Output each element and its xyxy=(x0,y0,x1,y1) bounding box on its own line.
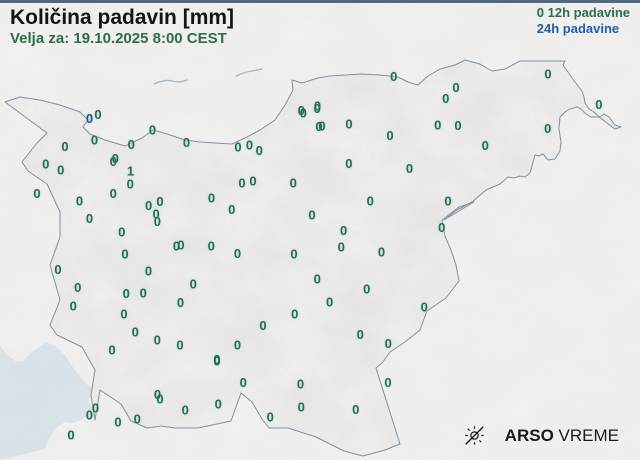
svg-text:0: 0 xyxy=(182,403,189,418)
svg-text:0: 0 xyxy=(340,223,347,238)
svg-text:0: 0 xyxy=(208,190,215,205)
svg-text:0: 0 xyxy=(127,177,134,192)
svg-text:0: 0 xyxy=(297,377,304,392)
svg-text:0: 0 xyxy=(176,338,183,353)
svg-text:0: 0 xyxy=(134,412,141,427)
svg-text:0: 0 xyxy=(177,295,184,310)
svg-text:0: 0 xyxy=(86,407,93,422)
svg-text:0: 0 xyxy=(86,211,93,226)
svg-text:0: 0 xyxy=(33,186,40,201)
svg-text:0: 0 xyxy=(234,338,241,353)
svg-text:0: 0 xyxy=(595,97,602,112)
svg-text:0: 0 xyxy=(70,298,77,313)
svg-text:0: 0 xyxy=(145,198,152,213)
svg-text:0: 0 xyxy=(378,245,385,260)
svg-text:0: 0 xyxy=(215,397,222,412)
svg-text:0: 0 xyxy=(434,117,441,132)
svg-text:0: 0 xyxy=(76,194,83,209)
svg-text:0: 0 xyxy=(298,400,305,415)
svg-text:0: 0 xyxy=(390,69,397,84)
svg-text:0: 0 xyxy=(326,295,333,310)
svg-text:0: 0 xyxy=(86,111,93,126)
svg-text:0: 0 xyxy=(318,118,325,133)
svg-text:0: 0 xyxy=(154,214,161,229)
svg-text:0: 0 xyxy=(438,220,445,235)
svg-text:0: 0 xyxy=(267,410,274,425)
svg-text:0: 0 xyxy=(352,402,359,417)
svg-text:0: 0 xyxy=(132,325,139,340)
svg-text:0: 0 xyxy=(385,336,392,351)
svg-text:0: 0 xyxy=(367,194,374,209)
svg-text:0: 0 xyxy=(544,121,551,136)
svg-text:0: 0 xyxy=(406,161,413,176)
svg-text:0: 0 xyxy=(290,247,297,262)
svg-text:0: 0 xyxy=(314,272,321,287)
svg-text:0: 0 xyxy=(357,327,364,342)
svg-text:0: 0 xyxy=(118,225,125,240)
svg-text:0: 0 xyxy=(120,307,127,322)
svg-text:0: 0 xyxy=(183,135,190,150)
svg-text:0: 0 xyxy=(228,202,235,217)
svg-text:0: 0 xyxy=(208,238,215,253)
svg-text:0: 0 xyxy=(57,163,64,178)
svg-text:0: 0 xyxy=(238,176,245,191)
svg-text:0: 0 xyxy=(123,286,130,301)
svg-text:0: 0 xyxy=(259,318,266,333)
svg-text:0: 0 xyxy=(177,238,184,253)
svg-text:0: 0 xyxy=(213,354,220,369)
svg-text:0: 0 xyxy=(234,246,241,261)
svg-text:0: 0 xyxy=(338,240,345,255)
svg-text:0: 0 xyxy=(190,277,197,292)
svg-text:0: 0 xyxy=(110,186,117,201)
svg-text:0: 0 xyxy=(121,247,128,262)
svg-text:0: 0 xyxy=(454,118,461,133)
svg-text:0: 0 xyxy=(67,428,74,443)
svg-text:0: 0 xyxy=(363,282,370,297)
svg-text:0: 0 xyxy=(156,391,163,406)
svg-text:0: 0 xyxy=(145,263,152,278)
svg-text:0: 0 xyxy=(256,143,263,158)
svg-text:0: 0 xyxy=(240,375,247,390)
svg-text:0: 0 xyxy=(108,343,115,358)
svg-text:0: 0 xyxy=(345,156,352,171)
svg-text:0: 0 xyxy=(234,140,241,155)
svg-text:0: 0 xyxy=(94,107,101,122)
svg-text:0: 0 xyxy=(314,99,321,114)
svg-text:0: 0 xyxy=(114,415,121,430)
svg-text:0: 0 xyxy=(54,262,61,277)
svg-text:0: 0 xyxy=(442,91,449,106)
svg-text:0: 0 xyxy=(452,80,459,95)
svg-text:0: 0 xyxy=(140,286,147,301)
svg-text:0: 0 xyxy=(128,137,135,152)
svg-text:0: 0 xyxy=(345,116,352,131)
svg-text:0: 0 xyxy=(290,176,297,191)
svg-text:0: 0 xyxy=(149,122,156,137)
svg-text:0: 0 xyxy=(298,103,305,118)
svg-text:0: 0 xyxy=(91,132,98,147)
svg-text:0: 0 xyxy=(61,139,68,154)
svg-text:0: 0 xyxy=(308,208,315,223)
svg-text:0: 0 xyxy=(444,193,451,208)
svg-text:0: 0 xyxy=(386,128,393,143)
svg-text:0: 0 xyxy=(384,375,391,390)
svg-text:0: 0 xyxy=(154,333,161,348)
svg-text:0: 0 xyxy=(110,154,117,169)
svg-text:0: 0 xyxy=(42,156,49,171)
svg-text:0: 0 xyxy=(246,138,253,153)
svg-text:0: 0 xyxy=(74,280,81,295)
svg-text:0: 0 xyxy=(291,306,298,321)
svg-text:0: 0 xyxy=(421,299,428,314)
svg-text:0: 0 xyxy=(249,173,256,188)
svg-text:0: 0 xyxy=(482,138,489,153)
svg-text:0: 0 xyxy=(544,66,551,81)
